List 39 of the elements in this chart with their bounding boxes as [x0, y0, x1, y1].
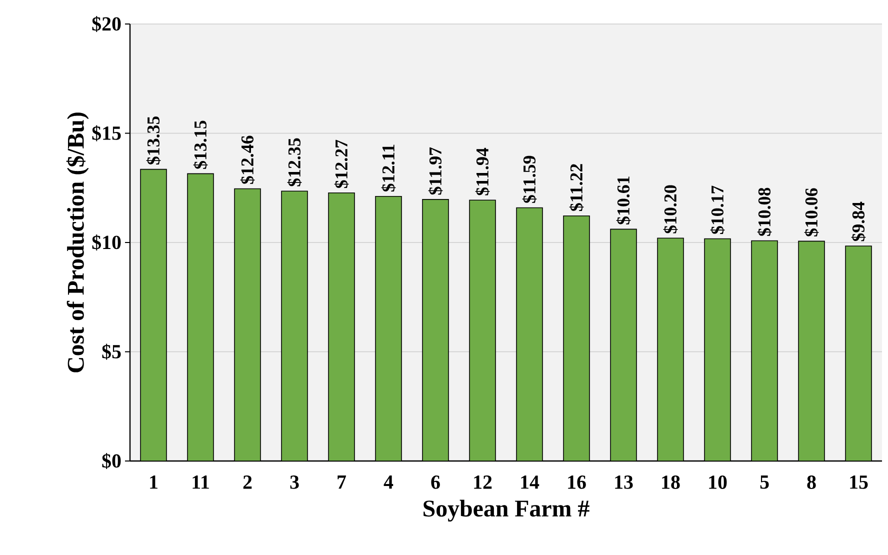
x-tick-label: 18	[662, 476, 680, 489]
x-tick-label: 10	[709, 476, 727, 489]
data-label: $10.61	[616, 176, 631, 224]
data-label: $10.08	[757, 188, 772, 236]
data-label: $13.15	[193, 120, 208, 169]
y-tick-label: $10	[92, 234, 121, 250]
x-tick-label: 16	[568, 476, 586, 489]
x-tick-label: 7	[338, 476, 346, 489]
data-label: $10.06	[804, 188, 819, 236]
x-tick-label: 12	[474, 476, 492, 489]
x-tick-label: 1	[150, 476, 158, 489]
x-tick-label: 2	[243, 476, 252, 489]
y-tick-label: $0	[102, 453, 121, 469]
data-label: $13.35	[146, 116, 161, 164]
data-label: $11.94	[475, 148, 490, 196]
data-label: $9.84	[851, 202, 866, 242]
data-label: $12.27	[334, 140, 349, 188]
data-label: $10.20	[663, 185, 678, 234]
data-label: $11.22	[569, 164, 584, 211]
data-label: $11.97	[428, 147, 443, 195]
data-label: $12.35	[287, 138, 302, 186]
x-tick-label: 13	[615, 476, 633, 489]
x-tick-label: 8	[807, 476, 816, 489]
x-tick-label: 11	[192, 476, 209, 489]
y-axis-title: Cost of Production ($/Bu)	[66, 112, 89, 372]
x-tick-label: 14	[521, 476, 540, 489]
x-tick-label: 4	[384, 476, 394, 489]
data-label: $12.11	[381, 144, 396, 192]
y-tick-label: $20	[92, 16, 121, 32]
y-tick-label: $5	[102, 344, 121, 360]
x-tick-label: 15	[850, 476, 868, 489]
data-label: $10.17	[710, 186, 725, 234]
x-axis-title: Soybean Farm #	[424, 500, 590, 522]
data-label: $12.46	[240, 136, 255, 184]
x-tick-label: 5	[760, 476, 769, 489]
y-tick-label: $15	[92, 125, 121, 142]
data-label: $11.59	[522, 156, 537, 203]
x-tick-label: 6	[431, 476, 440, 489]
x-tick-label: 3	[290, 476, 299, 489]
